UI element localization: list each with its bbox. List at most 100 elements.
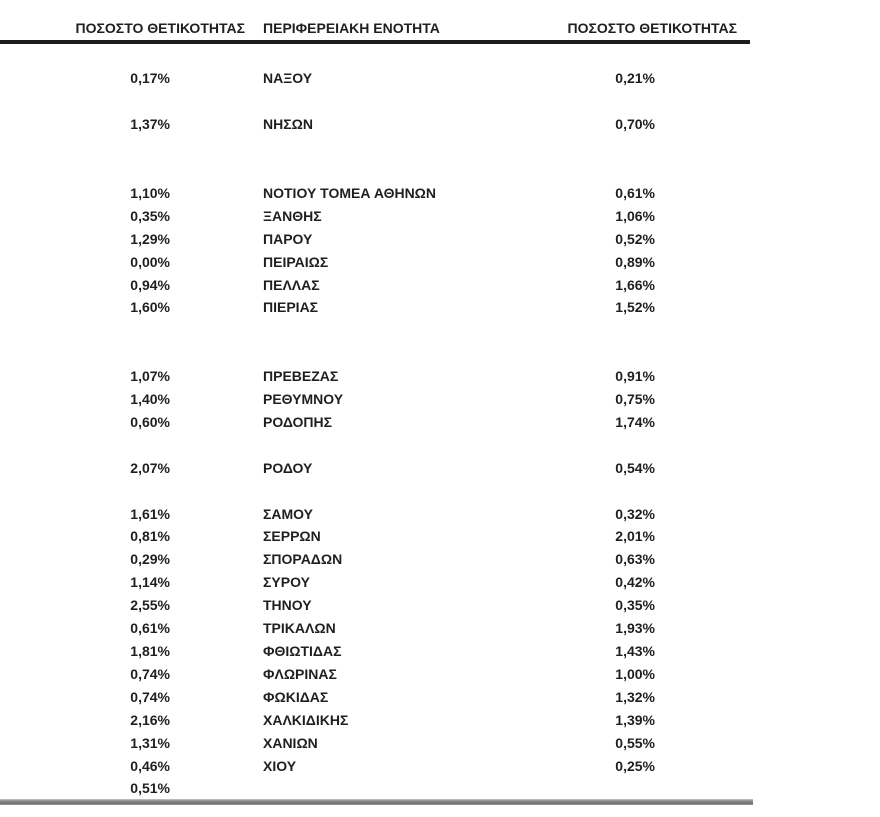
table-row: 1,07% ΠΡΕΒΕΖΑΣ 0,91% (0, 365, 655, 388)
positivity-value-left: 0,74% (130, 665, 170, 682)
positivity-value-right: 1,52% (615, 299, 655, 316)
positivity-value-left: 1,40% (130, 391, 170, 408)
positivity-value-left: 1,29% (130, 230, 170, 247)
region-name: ΞΑΝΘΗΣ (263, 207, 322, 224)
positivity-value-left: 1,14% (130, 574, 170, 591)
region-name: ΧΙΟΥ (263, 757, 297, 774)
positivity-value-right: 0,21% (615, 70, 655, 87)
table-row: 0,51% (0, 777, 655, 800)
positivity-value-left: 2,55% (130, 597, 170, 614)
region-name: ΡΕΘΥΜΝΟΥ (263, 391, 344, 408)
positivity-value-right: 0,52% (615, 230, 655, 247)
table-row: 2,55% ΤΗΝΟΥ 0,35% (0, 594, 655, 617)
positivity-value-left: 2,07% (130, 459, 170, 476)
positivity-value-right: 0,32% (615, 505, 655, 522)
region-name: ΣΥΡΟΥ (263, 574, 310, 591)
region-name: ΡΟΔΟΥ (263, 459, 313, 476)
positivity-value-right: 1,93% (615, 620, 655, 637)
positivity-value-left: 0,81% (130, 528, 170, 545)
region-name: ΠΡΕΒΕΖΑΣ (263, 368, 339, 385)
table-row: 0,81% ΣΕΡΡΩΝ 2,01% (0, 525, 655, 548)
positivity-value-left: 0,60% (130, 413, 170, 430)
positivity-value-left: 0,00% (130, 253, 170, 270)
table-row: 0,74% ΦΛΩΡΙΝΑΣ 1,00% (0, 662, 655, 685)
region-name: ΣΠΟΡΑΔΩΝ (263, 551, 343, 568)
positivity-value-left: 1,60% (130, 299, 170, 316)
positivity-value-right: 0,91% (615, 368, 655, 385)
table-row: 0,29% ΣΠΟΡΑΔΩΝ 0,63% (0, 548, 655, 571)
region-name: ΠΙΕΡΙΑΣ (263, 299, 319, 316)
table-row: 0,61% ΤΡΙΚΑΛΩΝ 1,93% (0, 617, 655, 640)
table-row (0, 136, 655, 159)
table-row: 0,94% ΠΕΛΛΑΣ 1,66% (0, 273, 655, 296)
region-name: ΡΟΔΟΠΗΣ (263, 413, 333, 430)
table-bottom-border (0, 799, 753, 805)
table-row: 1,60% ΠΙΕΡΙΑΣ 1,52% (0, 296, 655, 319)
positivity-value-right: 1,43% (615, 643, 655, 660)
positivity-value-right: 1,39% (615, 711, 655, 728)
positivity-value-right: 1,74% (615, 413, 655, 430)
table-row: 0,74% ΦΩΚΙΔΑΣ 1,32% (0, 685, 655, 708)
region-name: ΠΕΙΡΑΙΩΣ (263, 253, 329, 270)
region-name: ΦΛΩΡΙΝΑΣ (263, 665, 337, 682)
table-row: 2,07% ΡΟΔΟΥ 0,54% (0, 456, 655, 479)
table-row: 1,14% ΣΥΡΟΥ 0,42% (0, 571, 655, 594)
table-row (0, 90, 655, 113)
region-name: ΠΕΛΛΑΣ (263, 276, 320, 293)
region-name: ΣΕΡΡΩΝ (263, 528, 321, 545)
table-row: 0,60% ΡΟΔΟΠΗΣ 1,74% (0, 411, 655, 434)
column-header-regional-unit: ΠΕΡΙΦΕΡΕΙΑΚΗ ΕΝΟΤΗΤΑ (263, 20, 440, 36)
table-row (0, 433, 655, 456)
positivity-value-left: 0,61% (130, 620, 170, 637)
positivity-value-left: 0,17% (130, 70, 170, 87)
table-row: 1,61% ΣΑΜΟΥ 0,32% (0, 502, 655, 525)
region-name: ΝΗΣΩΝ (263, 116, 313, 133)
positivity-value-left: 1,37% (130, 116, 170, 133)
positivity-value-right: 0,63% (615, 551, 655, 568)
column-header-positivity-right: ΠΟΣΟΣΤΟ ΘΕΤΙΚΟΤΗΤΑΣ (567, 20, 737, 36)
region-name: ΝΑΞΟΥ (263, 70, 313, 87)
table-row (0, 319, 655, 342)
positivity-value-left: 0,29% (130, 551, 170, 568)
table-row: 0,17% ΝΑΞΟΥ 0,21% (0, 67, 655, 90)
positivity-value-right: 0,61% (615, 184, 655, 201)
positivity-value-right: 0,70% (615, 116, 655, 133)
positivity-value-left: 0,46% (130, 757, 170, 774)
positivity-value-left: 1,31% (130, 734, 170, 751)
region-name: ΦΩΚΙΔΑΣ (263, 688, 329, 705)
positivity-value-right: 0,54% (615, 459, 655, 476)
region-name: ΠΑΡΟΥ (263, 230, 313, 247)
table-row: 0,35% ΞΑΝΘΗΣ 1,06% (0, 204, 655, 227)
region-name: ΦΘΙΩΤΙΔΑΣ (263, 643, 342, 660)
positivity-value-right: 0,42% (615, 574, 655, 591)
table-row: 1,29% ΠΑΡΟΥ 0,52% (0, 227, 655, 250)
positivity-value-left: 0,35% (130, 207, 170, 224)
positivity-value-right: 1,06% (615, 207, 655, 224)
table-row: 1,10% ΝΟΤΙΟΥ ΤΟΜΕΑ ΑΘΗΝΩΝ 0,61% (0, 181, 655, 204)
positivity-value-left: 0,94% (130, 276, 170, 293)
positivity-value-right: 0,55% (615, 734, 655, 751)
table-row: 2,16% ΧΑΛΚΙΔΙΚΗΣ 1,39% (0, 708, 655, 731)
table-row: 1,37% ΝΗΣΩΝ 0,70% (0, 113, 655, 136)
positivity-value-left: 2,16% (130, 711, 170, 728)
table-row (0, 44, 655, 67)
region-name: ΤΗΝΟΥ (263, 597, 312, 614)
region-name: ΧΑΝΙΩΝ (263, 734, 318, 751)
table-row (0, 479, 655, 502)
table-row: 1,40% ΡΕΘΥΜΝΟΥ 0,75% (0, 388, 655, 411)
positivity-value-left: 1,07% (130, 368, 170, 385)
positivity-value-right: 0,89% (615, 253, 655, 270)
positivity-value-right: 1,00% (615, 665, 655, 682)
table-row (0, 159, 655, 182)
positivity-value-right: 2,01% (615, 528, 655, 545)
table-row: 0,00% ΠΕΙΡΑΙΩΣ 0,89% (0, 250, 655, 273)
positivity-value-right: 0,35% (615, 597, 655, 614)
positivity-value-right: 1,66% (615, 276, 655, 293)
region-name: ΝΟΤΙΟΥ ΤΟΜΕΑ ΑΘΗΝΩΝ (263, 184, 437, 201)
positivity-value-left: 0,74% (130, 688, 170, 705)
table-row: 0,46% ΧΙΟΥ 0,25% (0, 754, 655, 777)
region-name: ΣΑΜΟΥ (263, 505, 314, 522)
positivity-value-left: 1,81% (130, 643, 170, 660)
table-row: 1,31% ΧΑΝΙΩΝ 0,55% (0, 731, 655, 754)
